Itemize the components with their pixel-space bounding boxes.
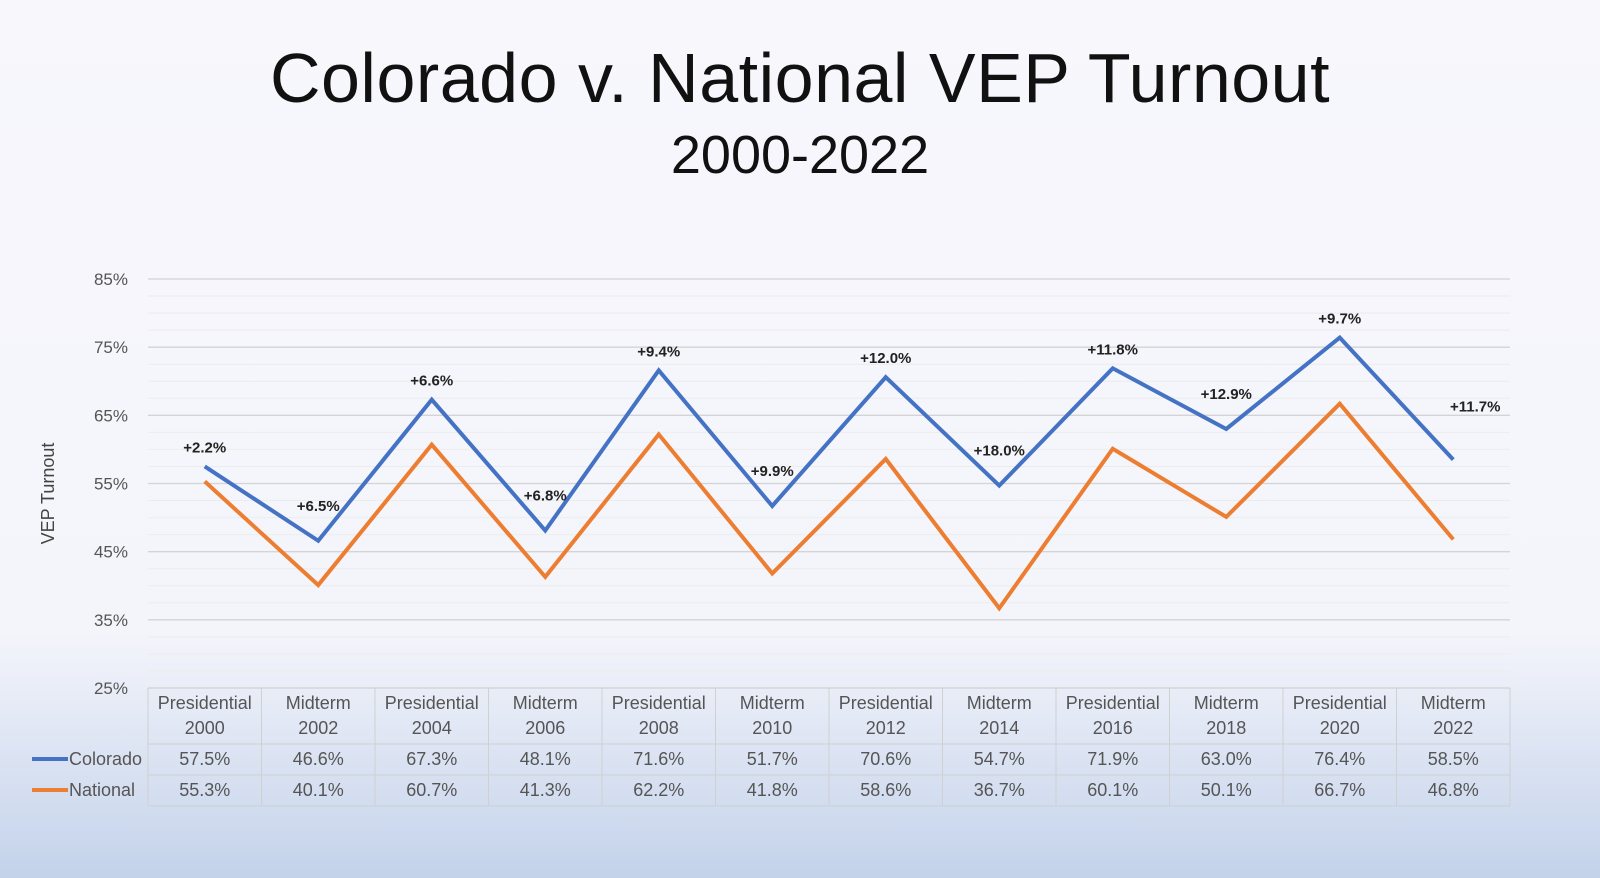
table-cell-value: 46.6% — [293, 749, 344, 769]
data-annotation: +6.6% — [410, 373, 453, 390]
series-line-colorado — [203, 334, 1455, 544]
y-tick-label: 65% — [94, 406, 128, 425]
x-category-year: 2004 — [412, 718, 452, 738]
table-cell-value: 50.1% — [1201, 780, 1252, 800]
data-annotation: +6.8% — [524, 488, 567, 505]
table-cell-value: 36.7% — [974, 780, 1025, 800]
table-cell-value: 41.3% — [520, 780, 571, 800]
table-cell-value: 55.3% — [179, 780, 230, 800]
x-category-label: Presidential — [385, 693, 479, 713]
x-category-year: 2010 — [752, 718, 792, 738]
y-tick-label: 25% — [94, 679, 128, 698]
data-annotation: +18.0% — [974, 443, 1025, 460]
table-cell-value: 41.8% — [747, 780, 798, 800]
y-tick-label: 85% — [94, 270, 128, 289]
x-category-year: 2006 — [525, 718, 565, 738]
x-category-label: Midterm — [1194, 693, 1259, 713]
table-cell-value: 57.5% — [179, 749, 230, 769]
x-category-label: Presidential — [1066, 693, 1160, 713]
data-annotation: +11.8% — [1088, 341, 1138, 358]
table-cell-value: 54.7% — [974, 749, 1025, 769]
table-cell-value: 67.3% — [406, 749, 457, 769]
x-category-year: 2020 — [1320, 718, 1360, 738]
table-cell-value: 71.6% — [633, 749, 684, 769]
table-cell-value: 60.1% — [1087, 780, 1138, 800]
x-category-year: 2002 — [298, 718, 338, 738]
table-cell-value: 71.9% — [1087, 749, 1138, 769]
x-category-label: Midterm — [967, 693, 1032, 713]
x-category-year: 2008 — [639, 718, 679, 738]
x-category-label: Midterm — [1421, 693, 1486, 713]
legend-label-colorado: Colorado — [69, 749, 142, 769]
y-tick-label: 75% — [94, 338, 128, 357]
table-cell-value: 70.6% — [860, 749, 911, 769]
table-cell-value: 63.0% — [1201, 749, 1252, 769]
x-category-year: 2014 — [979, 718, 1019, 738]
x-category-label: Midterm — [286, 693, 351, 713]
x-category-label: Presidential — [158, 693, 252, 713]
legend-label-national: National — [69, 780, 135, 800]
data-annotation: +9.4% — [637, 343, 680, 360]
y-axis-label: VEP Turnout — [38, 443, 58, 545]
table-cell-value: 58.6% — [860, 780, 911, 800]
data-annotation: +11.7% — [1450, 399, 1500, 416]
x-category-label: Presidential — [1293, 693, 1387, 713]
table-cell-value: 48.1% — [520, 749, 571, 769]
x-category-year: 2018 — [1206, 718, 1246, 738]
table-cell-value: 76.4% — [1314, 749, 1365, 769]
data-annotation: +12.0% — [860, 350, 911, 367]
x-category-label: Presidential — [612, 693, 706, 713]
x-category-year: 2012 — [866, 718, 906, 738]
table-cell-value: 51.7% — [747, 749, 798, 769]
series-line-national — [203, 400, 1455, 612]
data-annotation: +2.2% — [183, 439, 226, 456]
y-tick-label: 55% — [94, 475, 128, 494]
table-cell-value: 66.7% — [1314, 780, 1365, 800]
data-annotation: +9.9% — [751, 463, 794, 480]
table-cell-value: 40.1% — [293, 780, 344, 800]
chart-title: Colorado v. National VEP Turnout — [269, 39, 1331, 117]
data-annotation: +12.9% — [1201, 386, 1252, 403]
y-tick-label: 35% — [94, 611, 128, 630]
x-category-label: Presidential — [839, 693, 933, 713]
x-category-year: 2022 — [1433, 718, 1473, 738]
table-cell-value: 60.7% — [406, 780, 457, 800]
table-cell-value: 62.2% — [633, 780, 684, 800]
x-category-year: 2016 — [1093, 718, 1133, 738]
x-category-label: Midterm — [513, 693, 578, 713]
y-tick-label: 45% — [94, 543, 128, 562]
table-cell-value: 58.5% — [1428, 749, 1479, 769]
table-cell-value: 46.8% — [1428, 780, 1479, 800]
x-category-label: Midterm — [740, 693, 805, 713]
data-annotation: +6.5% — [297, 498, 340, 515]
data-annotation: +9.7% — [1318, 311, 1361, 328]
x-category-year: 2000 — [185, 718, 225, 738]
chart-subtitle: 2000-2022 — [670, 125, 930, 185]
